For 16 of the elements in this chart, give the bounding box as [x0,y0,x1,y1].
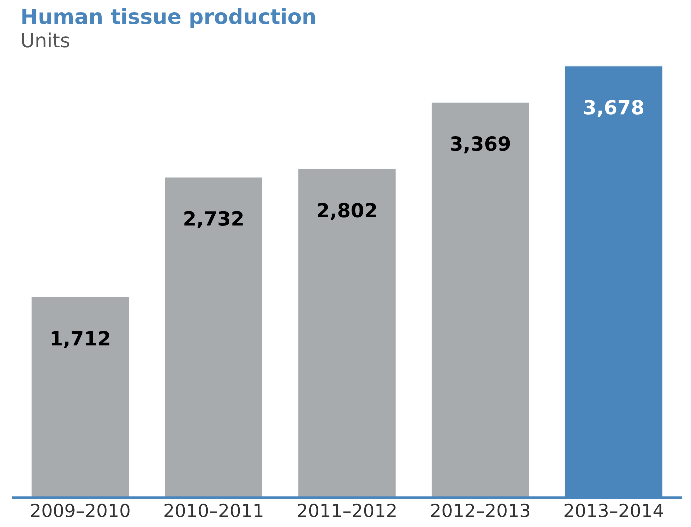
x-tick-label: 2012–2013 [431,504,530,518]
data-label: 1,712 [52,331,110,348]
bar [297,168,398,498]
x-tick-label: 2009–2010 [31,504,130,518]
chart-subtitle: Units [22,32,70,48]
data-label: 2,802 [318,203,376,220]
x-tick-label: 2010–2011 [164,504,263,518]
chart-title: Human tissue production [22,8,316,29]
x-tick-label: 2011–2012 [298,504,396,518]
x-tick-label: 2013–2014 [564,504,664,518]
data-label: 2,732 [184,211,243,229]
data-label: 3,369 [451,136,510,154]
bar [430,101,531,498]
bar [30,296,131,498]
data-label: 3,678 [584,100,644,118]
bar [164,176,264,498]
